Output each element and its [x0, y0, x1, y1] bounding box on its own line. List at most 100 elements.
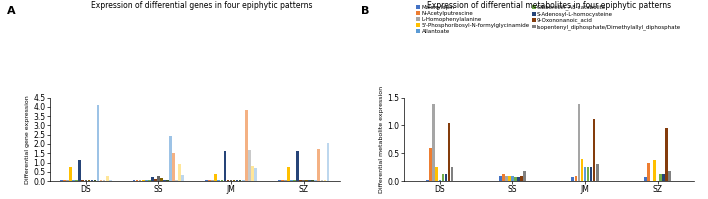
Bar — [505, 176, 508, 181]
Bar — [668, 171, 671, 181]
Bar — [326, 143, 329, 181]
Bar — [178, 164, 181, 181]
Bar — [100, 180, 103, 181]
Bar — [229, 180, 232, 181]
Bar — [239, 180, 241, 181]
Bar — [254, 168, 257, 181]
Bar — [248, 149, 251, 181]
Bar — [60, 180, 63, 181]
Bar — [644, 177, 646, 181]
Bar — [590, 167, 593, 181]
Bar — [220, 180, 223, 181]
Bar — [296, 151, 299, 181]
Bar — [103, 180, 105, 181]
Bar — [666, 128, 668, 181]
Bar — [157, 176, 160, 181]
Bar — [593, 119, 595, 181]
Bar — [236, 180, 239, 181]
Bar — [88, 180, 90, 181]
Bar — [233, 180, 235, 181]
Bar — [435, 167, 438, 181]
Bar — [278, 180, 280, 181]
Bar — [84, 180, 87, 181]
Text: Expression of differential metabolites in four epiphytic patterns: Expression of differential metabolites i… — [427, 1, 670, 10]
Bar — [305, 180, 308, 181]
Bar — [79, 160, 81, 181]
Bar — [281, 180, 284, 181]
Bar — [438, 180, 441, 181]
Bar — [154, 179, 156, 181]
Bar — [321, 180, 323, 181]
Bar — [653, 160, 656, 181]
Bar — [63, 180, 66, 181]
Bar — [287, 167, 290, 181]
Bar — [308, 180, 311, 181]
Bar — [596, 164, 598, 181]
Bar — [163, 180, 166, 181]
Bar — [72, 180, 75, 181]
Bar — [217, 180, 220, 181]
Bar — [67, 180, 69, 181]
Text: Expression of differential genes in four epiphytic patterns: Expression of differential genes in four… — [91, 1, 312, 10]
Bar — [647, 163, 650, 181]
Bar — [215, 174, 217, 181]
Bar — [105, 176, 108, 181]
Bar — [205, 180, 208, 181]
Bar — [574, 176, 577, 181]
Bar — [299, 180, 302, 181]
Bar — [523, 171, 526, 181]
Bar — [290, 180, 292, 181]
Bar — [181, 175, 184, 181]
Bar — [581, 159, 583, 181]
Bar — [132, 180, 135, 181]
Bar — [284, 180, 287, 181]
Bar — [502, 174, 505, 181]
Bar — [208, 180, 211, 181]
Bar — [445, 174, 447, 181]
Bar — [172, 153, 175, 181]
Y-axis label: Differential gene expression: Differential gene expression — [25, 95, 30, 184]
Bar — [139, 180, 142, 181]
Bar — [314, 180, 317, 181]
Text: A: A — [7, 6, 16, 16]
Bar — [136, 180, 139, 181]
Bar — [451, 167, 453, 181]
Bar — [317, 149, 320, 181]
Bar — [447, 123, 450, 181]
Bar — [571, 177, 574, 181]
Bar — [442, 174, 444, 181]
Y-axis label: Differential metabolite expression: Differential metabolite expression — [379, 86, 384, 193]
Bar — [659, 174, 662, 181]
Bar — [69, 167, 72, 181]
Bar — [227, 180, 229, 181]
Bar — [302, 180, 305, 181]
Bar — [97, 105, 99, 181]
Bar — [242, 180, 244, 181]
Bar — [324, 180, 326, 181]
Bar — [93, 180, 96, 181]
Bar — [224, 151, 227, 181]
Bar — [251, 166, 253, 181]
Bar — [148, 180, 151, 181]
Bar — [75, 180, 78, 181]
Bar — [517, 177, 520, 181]
Bar — [169, 136, 172, 181]
Bar — [81, 180, 84, 181]
Bar — [166, 180, 169, 181]
Bar — [429, 148, 432, 181]
Bar — [433, 104, 435, 181]
Bar — [109, 180, 112, 181]
Text: B: B — [361, 6, 370, 16]
Legend: Malonylapin, N-Acetylputrescine, L-Homophenylalanine, 5'-Phosphoribosyl-N-formyl: Malonylapin, N-Acetylputrescine, L-Homop… — [416, 5, 681, 34]
Bar — [312, 180, 314, 181]
Bar — [91, 180, 93, 181]
Bar — [245, 110, 248, 181]
Bar — [514, 177, 517, 181]
Bar — [662, 174, 665, 181]
Bar — [520, 176, 523, 181]
Bar — [508, 176, 510, 181]
Bar — [587, 167, 589, 181]
Bar — [426, 180, 429, 181]
Bar — [160, 178, 163, 181]
Bar — [511, 176, 514, 181]
